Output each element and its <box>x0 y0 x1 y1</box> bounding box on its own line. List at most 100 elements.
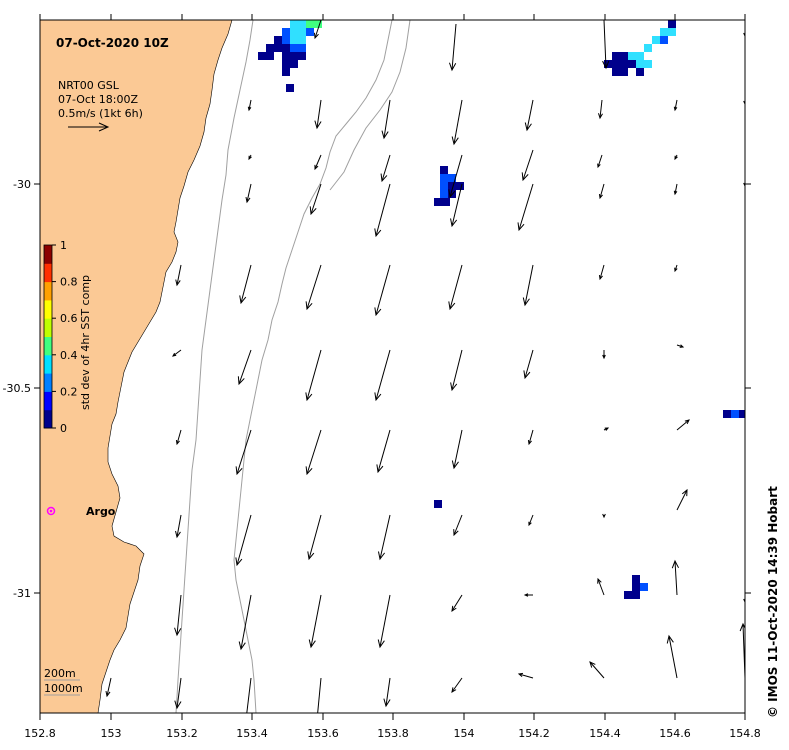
isobath-200m <box>175 20 254 713</box>
current-vector-arrow <box>602 20 610 70</box>
sst-cell <box>274 36 282 44</box>
sst-cell <box>620 68 628 76</box>
sst-cell <box>274 44 282 52</box>
sst-cell <box>298 36 306 44</box>
colorbar-segment <box>44 336 52 356</box>
current-vector-arrow <box>380 154 391 183</box>
current-vector-arrow <box>235 429 252 476</box>
sst-cell <box>282 68 290 76</box>
y-tick-label: -31 <box>13 587 31 600</box>
sst-cell <box>723 410 731 418</box>
current-vector-arrow <box>448 264 463 311</box>
legend-time: 07-Oct 18:00Z <box>58 93 138 106</box>
y-tick-label: -30.5 <box>3 382 31 395</box>
sst-cell <box>628 52 636 60</box>
current-vector-arrow <box>597 99 603 120</box>
current-vector-arrow <box>453 514 463 537</box>
current-vector-arrow <box>377 514 391 561</box>
current-vector-arrow <box>314 99 322 130</box>
colorbar-label: std dev of 4hr SST comp <box>79 275 92 410</box>
sst-cell <box>258 52 266 60</box>
sst-cell <box>620 60 628 68</box>
sst-cell <box>440 182 448 190</box>
legend-scale: 0.5m/s (1kt 6h) <box>58 107 143 120</box>
current-vector-arrow <box>743 30 745 38</box>
sst-cell <box>612 60 620 68</box>
sst-cell <box>636 60 644 68</box>
sst-cell <box>628 60 636 68</box>
sst-cell <box>440 166 448 174</box>
sst-cell <box>298 52 306 60</box>
sst-cell <box>282 44 290 52</box>
sst-cell <box>636 68 644 76</box>
sst-cell <box>652 36 660 44</box>
colorbar-segment <box>44 263 52 283</box>
current-vector-arrow <box>174 594 182 637</box>
current-vector-arrow <box>381 99 391 140</box>
current-vector-arrow <box>598 183 605 200</box>
current-vector-arrow <box>383 677 391 708</box>
sst-cell <box>456 182 464 190</box>
current-vector-arrow <box>524 99 534 132</box>
current-vector-arrow <box>238 594 252 651</box>
sst-cell <box>282 60 290 68</box>
colorbar-segment <box>44 299 52 319</box>
sst-cell <box>440 190 448 198</box>
current-vector-arrow <box>598 264 605 281</box>
current-vector-arrow <box>597 154 603 169</box>
sst-stddev-cells <box>258 20 745 599</box>
y-tick-label: -30 <box>13 178 31 191</box>
colorbar-segment <box>44 354 52 374</box>
current-vector-arrow <box>448 23 457 72</box>
x-tick-label: 153.4 <box>236 727 268 740</box>
current-vector-arrow <box>237 349 252 386</box>
sst-cell <box>612 68 620 76</box>
current-vector-arrow <box>314 154 322 171</box>
current-vector-arrow <box>673 183 678 196</box>
current-vector-arrow <box>377 594 391 649</box>
sst-cell <box>739 410 745 418</box>
sst-cell <box>644 44 652 52</box>
current-vector-arrow <box>376 429 391 474</box>
sst-cell <box>266 44 274 52</box>
current-vector-arrow <box>674 154 678 161</box>
current-vector-arrow <box>305 349 322 402</box>
x-tick-label: 154.2 <box>518 727 550 740</box>
sst-cell <box>282 52 290 60</box>
current-vector-arrow <box>175 514 182 539</box>
x-tick-label: 154.6 <box>659 727 691 740</box>
sst-cell <box>282 36 290 44</box>
current-vector-arrow <box>172 349 182 357</box>
isobath-offshore <box>329 20 411 191</box>
current-vector-arrow <box>676 344 685 348</box>
current-vector-arrow <box>305 264 322 311</box>
current-vector-arrow <box>603 427 610 431</box>
sst-cell <box>442 198 450 206</box>
y-axis: -30 -30.5 -31 <box>3 178 751 600</box>
current-vector-arrow <box>451 594 463 613</box>
current-vectors <box>105 20 745 713</box>
current-vector-arrow <box>451 429 463 470</box>
colorbar-segment <box>44 391 52 411</box>
current-vector-arrow <box>448 154 463 199</box>
current-vector-arrow <box>743 598 745 604</box>
sst-cell <box>266 52 274 60</box>
x-tick-label: 154 <box>454 727 475 740</box>
colorbar-tick-label: 1 <box>60 239 67 252</box>
sst-cell <box>660 28 668 36</box>
sst-cell <box>298 28 306 36</box>
sst-cell <box>306 28 314 36</box>
current-vector-arrow <box>602 513 606 519</box>
sst-cell <box>290 20 298 28</box>
current-vector-arrow <box>451 677 463 693</box>
scale-arrow-icon <box>68 122 110 132</box>
depth-legend-200m: 200m <box>44 667 76 680</box>
isobath-1000m <box>233 20 393 713</box>
x-tick-label: 152.8 <box>24 727 56 740</box>
x-tick-label: 153.2 <box>166 727 198 740</box>
colorbar-tick-label: 0.8 <box>60 276 78 289</box>
current-vector-arrow <box>309 183 322 216</box>
current-vector-arrow <box>450 349 463 392</box>
colorbar-tick-label: 0.4 <box>60 349 78 362</box>
current-vector-arrow <box>307 514 322 561</box>
